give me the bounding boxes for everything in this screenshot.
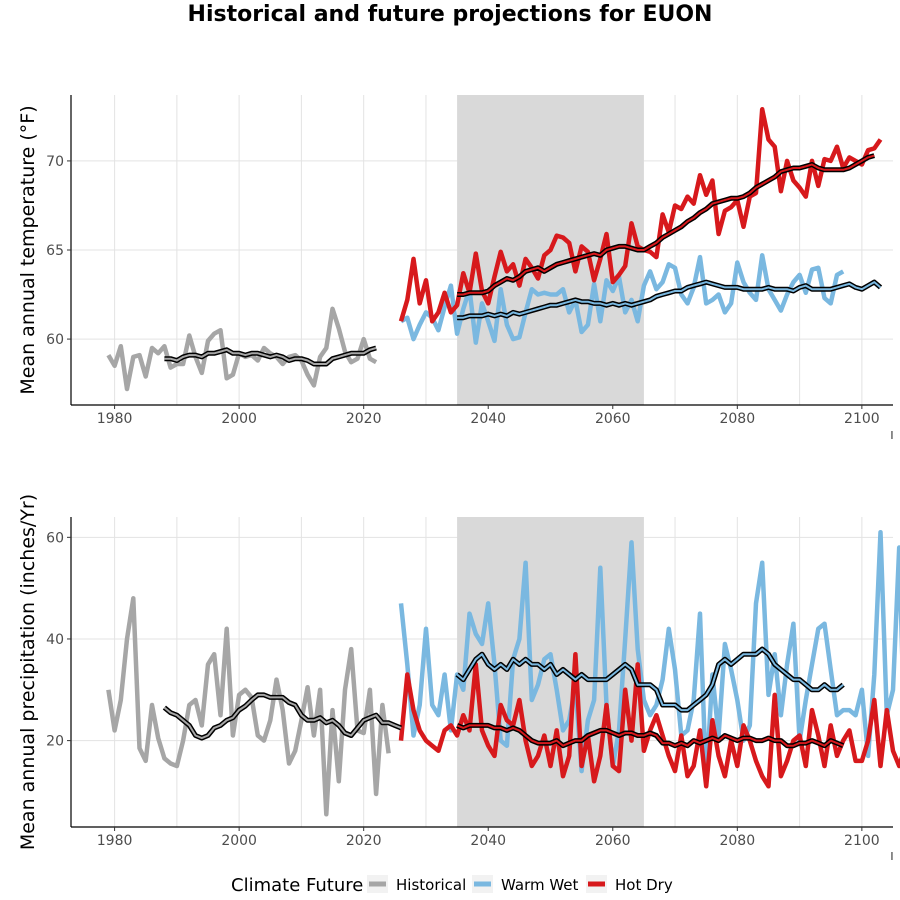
x-tick-label: 2000: [221, 833, 257, 849]
series-line-historical: [106, 596, 391, 817]
x-tick-label: 2100: [844, 411, 880, 427]
legend: Climate Future Historical Warm Wet Hot D…: [231, 875, 673, 896]
legend-label-warm-wet: Warm Wet: [501, 876, 579, 894]
legend-item-hot-dry: Hot Dry: [586, 875, 673, 894]
corner-mark-top: ı: [890, 427, 894, 443]
legend-label-historical: Historical: [396, 876, 466, 894]
x-tick-label: 1980: [97, 833, 133, 849]
x-tick-label: 2080: [719, 411, 755, 427]
temperature-panel: 1980 2000 2020 2040 2060 2080 2100 60 65 70: [46, 95, 893, 427]
legend-item-warm-wet: Warm Wet: [472, 875, 579, 894]
series-line-warm-wet: [398, 529, 900, 784]
series-line-warm-wet: [399, 253, 845, 345]
x-tick-label: 1980: [97, 411, 133, 427]
moving-average-line-hot-dry: [457, 154, 875, 296]
y-tick-label: 65: [46, 243, 64, 259]
y-tick-label: 20: [46, 734, 64, 750]
x-tick-label: 2000: [221, 411, 257, 427]
corner-mark-bottom: ı: [890, 848, 894, 864]
x-tick-label: 2080: [719, 833, 755, 849]
legend-title: Climate Future: [231, 875, 363, 896]
moving-average-line-historical: [164, 347, 377, 365]
x-tick-label: 2040: [470, 411, 506, 427]
y-tick-label: 60: [46, 530, 64, 546]
moving-average-line-historical: [163, 693, 402, 740]
temperature-y-axis-label: Mean annual temperature (°F): [17, 105, 39, 394]
x-tick-label: 2040: [470, 833, 506, 849]
moving-average-line-warm-wet: [456, 648, 844, 712]
chart-title: Historical and future projections for EU…: [188, 2, 713, 27]
legend-label-hot-dry: Hot Dry: [615, 876, 673, 894]
y-tick-label: 70: [46, 154, 64, 170]
moving-average-line-hot-dry: [456, 724, 844, 747]
series-line-hot-dry: [398, 651, 900, 789]
x-tick-label: 2020: [346, 833, 382, 849]
x-tick-label: 2060: [595, 833, 631, 849]
x-tick-label: 2060: [595, 411, 631, 427]
y-tick-label: 60: [46, 332, 64, 348]
x-tick-label: 2020: [346, 411, 382, 427]
precipitation-y-axis-label: Mean annual precipitation (inches/Yr): [17, 494, 39, 850]
moving-average-line-warm-wet: [457, 281, 882, 319]
y-tick-label: 40: [46, 632, 64, 648]
legend-item-historical: Historical: [367, 875, 466, 894]
series-line-historical: [106, 306, 378, 392]
x-tick-label: 2100: [844, 833, 880, 849]
